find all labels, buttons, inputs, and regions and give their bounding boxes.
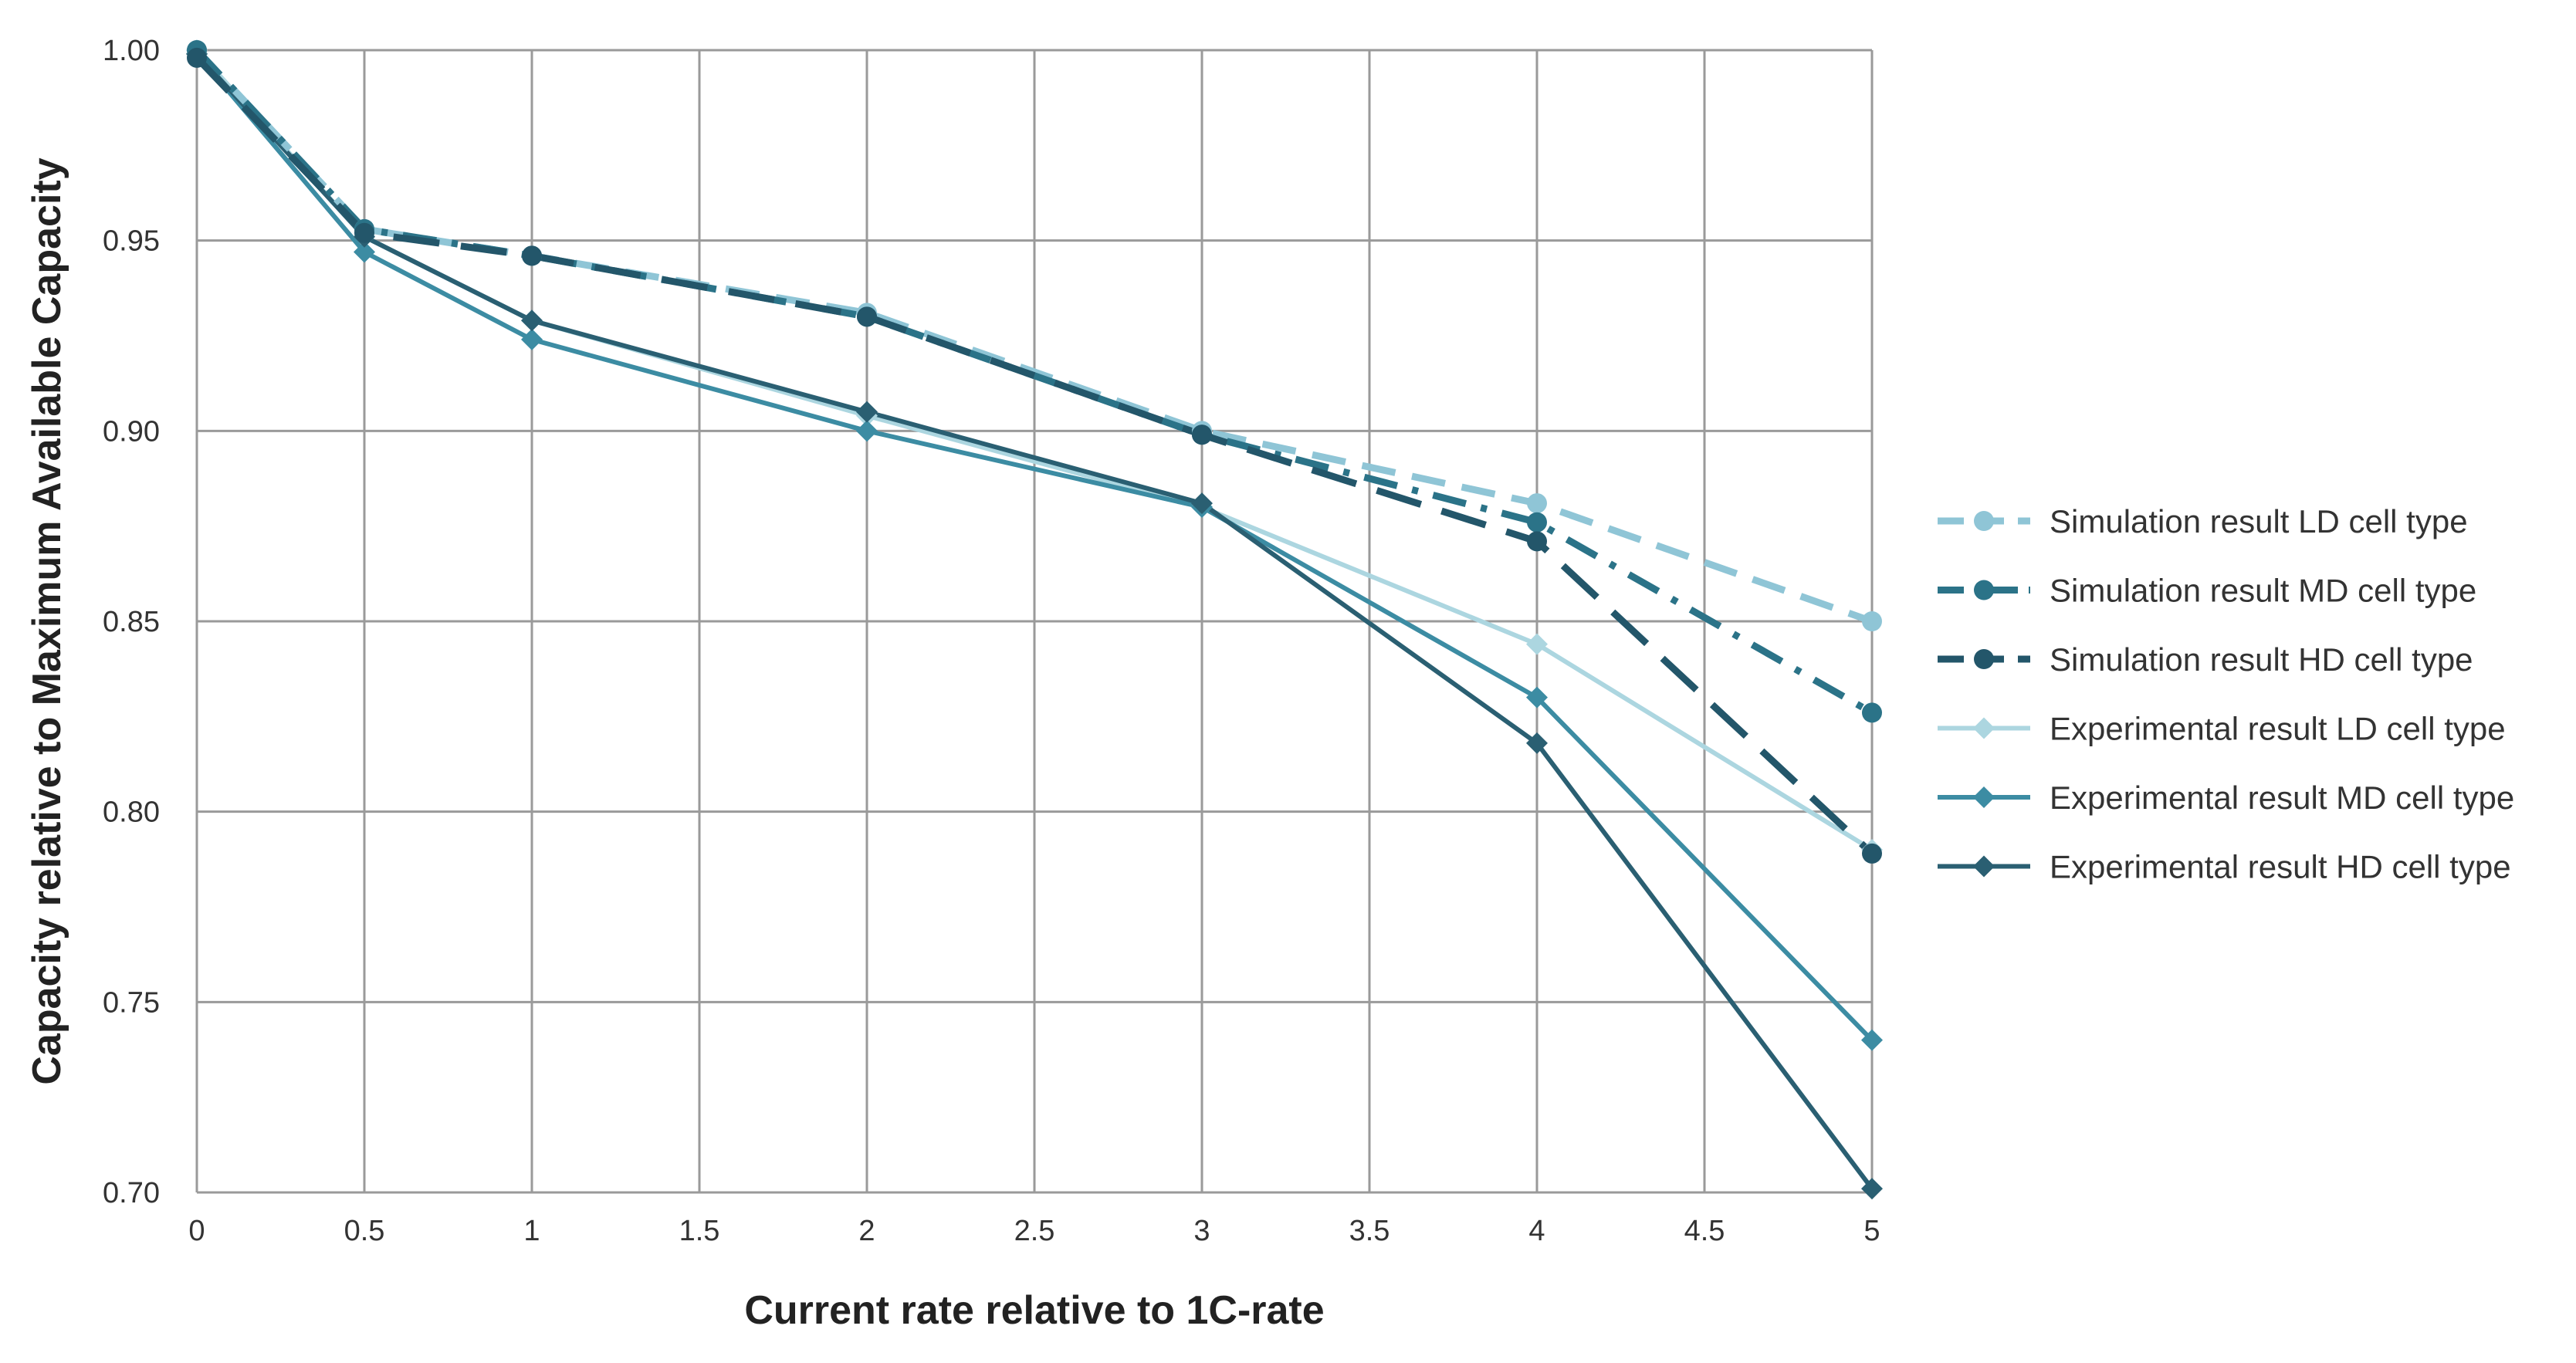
x-tick-label: 3 (1193, 1215, 1210, 1247)
tick-labels: 0 0.5 1 1.5 2 2.5 3 3.5 4 4.5 5 0.70 0.75 0.80 0.85 0.9… (103, 35, 1880, 1247)
legend-marker (1974, 511, 1994, 531)
legend-item-3: Experimental result LD cell type (1938, 711, 2506, 747)
legend-label: Experimental result MD cell type (2050, 780, 2514, 816)
legend-marker (1973, 855, 1995, 878)
x-tick-label: 2 (858, 1215, 875, 1247)
data-point-s5-p3 (856, 401, 878, 423)
x-tick-label: 1.5 (679, 1215, 720, 1247)
data-point-s5-p5 (1526, 732, 1548, 754)
data-point-s1-p6 (1862, 702, 1882, 723)
legend-item-4: Experimental result MD cell type (1938, 780, 2514, 816)
x-tick-label: 1 (523, 1215, 540, 1247)
data-point-s5-p4 (1191, 492, 1213, 515)
x-tick-label: 2.5 (1014, 1215, 1055, 1247)
legend-marker (1974, 649, 1994, 669)
grid (195, 49, 1874, 1194)
legend-label: Simulation result MD cell type (2050, 573, 2476, 609)
x-tick-label: 0 (188, 1215, 205, 1247)
data-point-s4-p6 (1861, 1029, 1883, 1051)
data-point-s2-p6 (1862, 843, 1882, 864)
legend-marker (1973, 717, 1995, 739)
y-axis-title: Capacity relative to Maximum Available C… (25, 157, 69, 1084)
x-tick-label: 4 (1528, 1215, 1545, 1247)
legend-label: Experimental result LD cell type (2050, 711, 2506, 747)
y-tick-label: 0.80 (103, 796, 160, 829)
x-tick-label: 3.5 (1349, 1215, 1390, 1247)
legend-label: Simulation result HD cell type (2050, 641, 2473, 678)
legend-item-5: Experimental result HD cell type (1938, 849, 2511, 885)
y-tick-label: 0.70 (103, 1177, 160, 1209)
y-tick-label: 0.75 (103, 986, 160, 1019)
data-point-s0-p5 (1527, 493, 1547, 514)
data-point-s4-p1 (354, 241, 375, 263)
data-point-s2-p0 (187, 47, 207, 68)
data-point-s2-p4 (1192, 424, 1212, 445)
y-tick-label: 0.85 (103, 606, 160, 638)
data-point-s2-p1 (354, 222, 374, 243)
x-tick-label: 5 (1863, 1215, 1880, 1247)
legend-marker (1974, 580, 1994, 600)
x-axis-title: Current rate relative to 1C-rate (744, 1288, 1324, 1333)
y-tick-label: 0.95 (103, 225, 160, 258)
data-point-s2-p3 (857, 306, 877, 327)
legend-label: Experimental result HD cell type (2050, 849, 2511, 885)
data-point-s5-p6 (1861, 1178, 1883, 1200)
data-point-s2-p2 (522, 245, 542, 266)
data-point-s1-p5 (1527, 512, 1547, 533)
y-tick-label: 1.00 (103, 35, 160, 67)
legend-marker (1973, 786, 1995, 808)
x-tick-label: 0.5 (344, 1215, 385, 1247)
data-point-s3-p5 (1526, 633, 1548, 655)
data-point-s4-p5 (1526, 686, 1548, 709)
legend-item-2: Simulation result HD cell type (1938, 641, 2473, 678)
data-point-s5-p2 (521, 309, 543, 332)
data-point-s2-p5 (1527, 531, 1547, 552)
series-markers (186, 39, 1883, 1200)
legend-item-1: Simulation result MD cell type (1938, 573, 2476, 609)
data-point-s0-p6 (1862, 611, 1882, 631)
x-tick-label: 4.5 (1684, 1215, 1725, 1247)
data-point-s4-p3 (856, 420, 878, 442)
legend-item-0: Simulation result LD cell type (1938, 503, 2468, 539)
legend: Simulation result LD cell type Simulation… (1938, 503, 2514, 885)
data-point-s4-p2 (521, 328, 543, 350)
legend-label: Simulation result LD cell type (2050, 503, 2468, 539)
y-tick-label: 0.90 (103, 415, 160, 448)
